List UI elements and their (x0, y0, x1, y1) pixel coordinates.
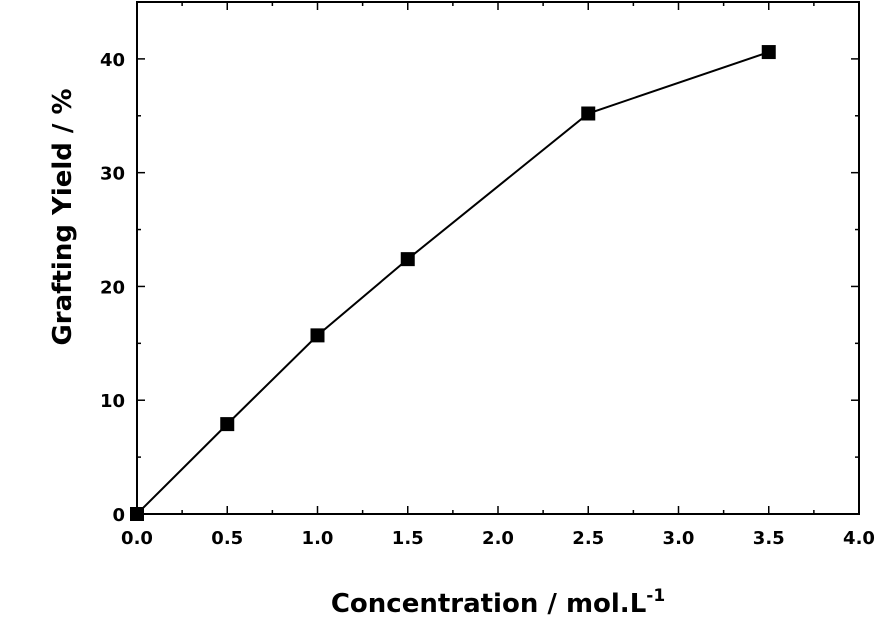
y-tick-label: 30 (100, 164, 125, 185)
x-tick-label: 4.0 (843, 528, 875, 549)
y-axis-ticks: 0 10 20 30 40 (100, 50, 859, 526)
series-group (130, 45, 776, 521)
x-axis-ticks: 0.0 0.5 1.0 1.5 2.0 2.5 3.0 3.5 4.0 (121, 2, 875, 549)
x-tick-label: 2.0 (482, 528, 514, 549)
y-axis-title: Grafting Yield / % (48, 88, 78, 345)
y-tick-label: 20 (100, 277, 125, 298)
data-point-marker (581, 106, 596, 121)
x-tick-label: 2.5 (572, 528, 604, 549)
data-point-marker (130, 507, 144, 521)
x-tick-label: 3.0 (663, 528, 695, 549)
data-point-marker (400, 252, 415, 267)
x-tick-label: 0.0 (121, 528, 153, 549)
x-axis-title-superscript: -1 (646, 586, 665, 606)
data-point-marker (310, 328, 325, 343)
plot-frame (136, 1, 860, 515)
x-tick-label: 1.0 (302, 528, 334, 549)
y-tick-label: 0 (112, 505, 125, 526)
y-tick-label: 10 (100, 391, 125, 412)
series-line (136, 51, 770, 515)
x-axis-title-main: Concentration / mol.L (331, 589, 646, 619)
data-point-marker (761, 45, 776, 60)
x-axis-title: Concentration / mol.L-1 (331, 586, 665, 619)
x-tick-label: 0.5 (211, 528, 243, 549)
x-tick-label: 1.5 (392, 528, 424, 549)
data-point-marker (220, 417, 235, 432)
y-tick-label: 40 (100, 50, 125, 71)
x-tick-label: 3.5 (753, 528, 785, 549)
